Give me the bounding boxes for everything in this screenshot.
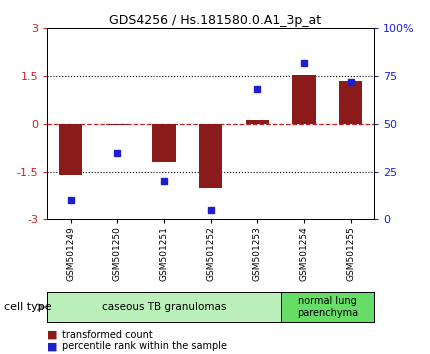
Bar: [152, 124, 176, 162]
Text: transformed count: transformed count: [62, 330, 153, 339]
Bar: [339, 81, 362, 124]
Text: GDS4256 / Hs.181580.0.A1_3p_at: GDS4256 / Hs.181580.0.A1_3p_at: [109, 14, 321, 27]
Bar: [292, 75, 316, 124]
Bar: [59, 124, 82, 175]
Bar: [246, 120, 269, 124]
Text: ■: ■: [47, 341, 58, 351]
Bar: [106, 124, 129, 125]
Text: percentile rank within the sample: percentile rank within the sample: [62, 341, 227, 351]
Text: caseous TB granulomas: caseous TB granulomas: [102, 302, 226, 312]
Text: normal lung
parenchyma: normal lung parenchyma: [297, 296, 358, 318]
Bar: [199, 124, 222, 188]
Text: cell type: cell type: [4, 302, 52, 312]
Text: ■: ■: [47, 330, 58, 339]
